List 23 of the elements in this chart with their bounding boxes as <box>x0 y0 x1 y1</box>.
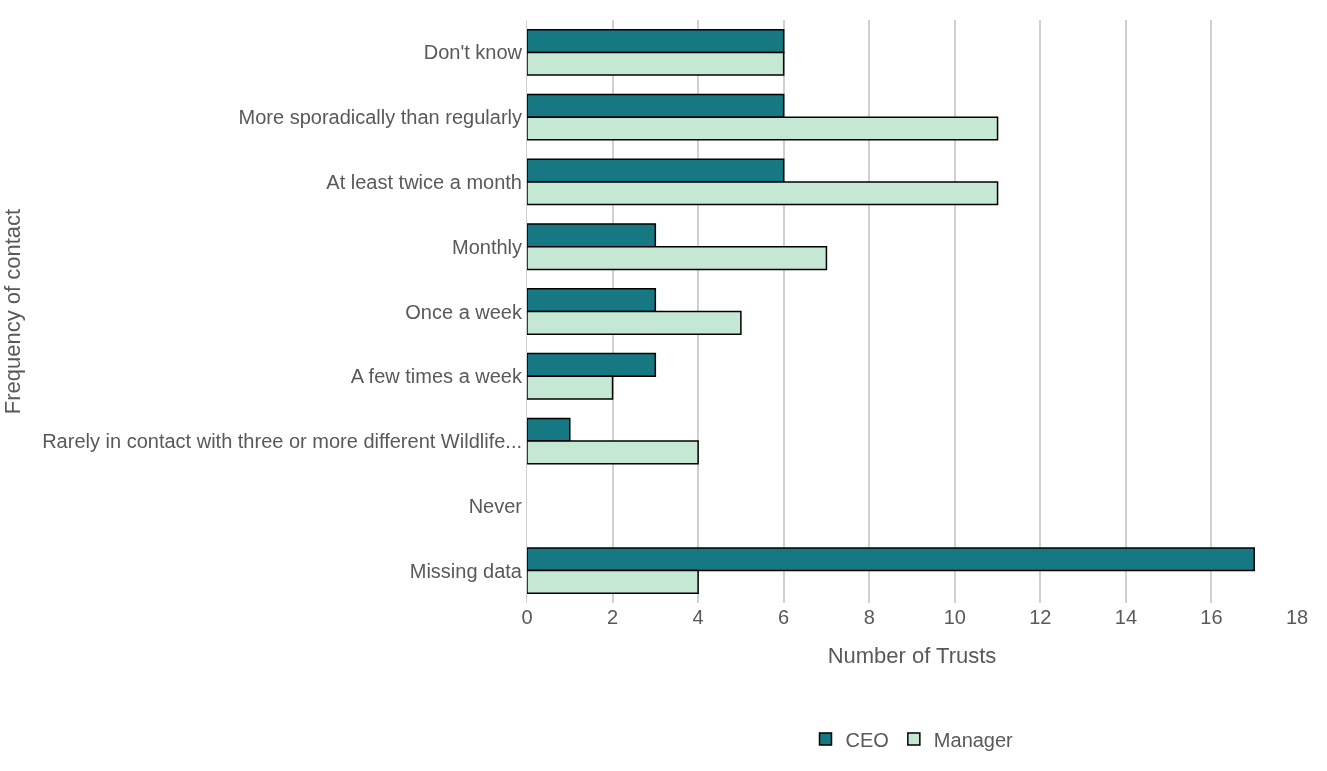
x-axis-title: Number of Trusts <box>827 642 997 668</box>
x-tick-label: 12 <box>1029 606 1052 628</box>
x-tick-label: 18 <box>1285 606 1309 628</box>
x-tick-label: 16 <box>1200 606 1223 628</box>
x-tick-label: 14 <box>1114 606 1138 628</box>
y-tick-label: At least twice a month <box>326 170 522 193</box>
y-tick-label: Once a week <box>405 300 523 323</box>
y-axis-title: Frequency of contact <box>0 208 25 415</box>
y-tick-label: Monthly <box>451 235 522 258</box>
x-tick-label: 4 <box>692 606 704 628</box>
y-tick-label: Missing data <box>409 559 523 582</box>
y-tick-label: A few times a week <box>350 365 523 388</box>
y-tick-label: Don't know <box>423 41 523 64</box>
y-tick-label: More sporadically than regularly <box>238 106 522 129</box>
x-tick-label: 2 <box>607 606 619 628</box>
x-tick-label: 8 <box>863 606 875 628</box>
legend-label: CEO <box>845 728 889 751</box>
x-tick-label: 0 <box>521 606 533 628</box>
x-tick-label: 10 <box>943 606 966 628</box>
x-tick-label: 6 <box>778 606 790 628</box>
y-tick-label: Never <box>468 494 523 517</box>
legend-label: Manager <box>933 728 1014 751</box>
y-tick-label: Rarely in contact with three or more different Wildlife... <box>42 430 522 453</box>
